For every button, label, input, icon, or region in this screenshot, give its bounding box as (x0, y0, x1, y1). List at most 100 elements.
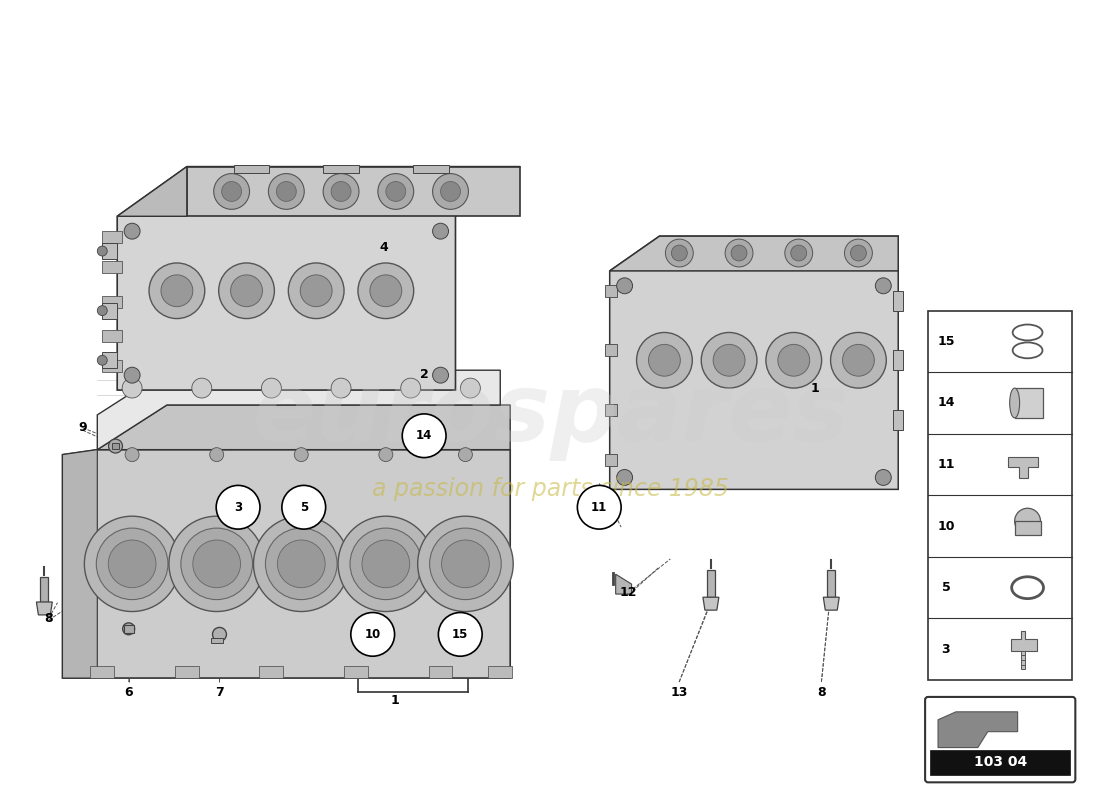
Text: 8: 8 (44, 612, 53, 625)
Text: 13: 13 (671, 686, 688, 699)
Circle shape (265, 528, 337, 600)
Polygon shape (187, 166, 520, 216)
Bar (123, 625, 133, 633)
Bar (102, 261, 122, 273)
Circle shape (222, 182, 242, 202)
Circle shape (378, 174, 414, 210)
Polygon shape (893, 290, 903, 310)
Text: 14: 14 (937, 397, 955, 410)
Circle shape (439, 613, 482, 656)
Polygon shape (616, 574, 631, 594)
Polygon shape (1014, 388, 1043, 418)
Circle shape (109, 439, 122, 453)
Circle shape (300, 275, 332, 306)
Circle shape (362, 540, 409, 588)
Text: 5: 5 (942, 581, 950, 594)
Circle shape (212, 627, 227, 642)
Polygon shape (893, 350, 903, 370)
Circle shape (262, 378, 282, 398)
Circle shape (843, 344, 874, 376)
Bar (102, 360, 122, 372)
Text: 10: 10 (364, 628, 381, 641)
Bar (90, 666, 114, 678)
Polygon shape (118, 166, 187, 216)
Text: 9: 9 (78, 422, 87, 434)
FancyBboxPatch shape (925, 697, 1076, 782)
Circle shape (725, 239, 754, 267)
Circle shape (1014, 508, 1041, 534)
Circle shape (125, 448, 139, 462)
Bar (233, 165, 270, 173)
Text: 14: 14 (416, 430, 432, 442)
Circle shape (192, 540, 241, 588)
Circle shape (97, 355, 107, 366)
Circle shape (213, 174, 250, 210)
Circle shape (295, 448, 308, 462)
Circle shape (217, 486, 260, 529)
Text: 11: 11 (591, 501, 607, 514)
Circle shape (617, 470, 632, 486)
Ellipse shape (1010, 388, 1020, 418)
Circle shape (122, 378, 142, 398)
Polygon shape (707, 570, 715, 598)
Text: 2: 2 (420, 368, 429, 381)
Bar (1014, 521, 1041, 535)
Circle shape (169, 516, 264, 611)
Circle shape (276, 182, 296, 202)
Bar (605, 285, 617, 297)
Bar (102, 231, 122, 243)
Polygon shape (102, 352, 118, 368)
Circle shape (338, 516, 433, 611)
Circle shape (97, 246, 107, 256)
Circle shape (331, 182, 351, 202)
Text: 4: 4 (379, 241, 388, 254)
Bar (605, 404, 617, 416)
Circle shape (666, 239, 693, 267)
Bar (111, 443, 120, 449)
Circle shape (461, 378, 481, 398)
Polygon shape (827, 570, 835, 598)
Polygon shape (609, 236, 899, 271)
Text: eurospares: eurospares (251, 369, 849, 461)
Polygon shape (97, 405, 510, 450)
Text: a passion for parts since 1985: a passion for parts since 1985 (372, 478, 728, 502)
Bar (175, 666, 199, 678)
Bar (488, 666, 513, 678)
Circle shape (441, 182, 461, 202)
Bar (260, 666, 284, 678)
Polygon shape (609, 236, 899, 490)
Circle shape (713, 344, 745, 376)
Polygon shape (102, 302, 118, 318)
Circle shape (161, 275, 192, 306)
Circle shape (288, 263, 344, 318)
Circle shape (97, 528, 168, 600)
Circle shape (219, 263, 274, 318)
Circle shape (124, 223, 140, 239)
Polygon shape (97, 370, 500, 450)
Polygon shape (703, 598, 718, 610)
Text: 11: 11 (937, 458, 955, 471)
Text: 10: 10 (937, 520, 955, 533)
Polygon shape (36, 602, 53, 615)
Circle shape (441, 540, 490, 588)
Circle shape (732, 245, 747, 261)
Polygon shape (102, 243, 118, 259)
Bar (605, 344, 617, 356)
Circle shape (876, 278, 891, 294)
Polygon shape (823, 598, 839, 610)
Circle shape (277, 540, 326, 588)
Circle shape (191, 378, 211, 398)
Circle shape (430, 528, 502, 600)
Bar (605, 454, 617, 466)
Circle shape (671, 245, 688, 261)
Circle shape (649, 344, 680, 376)
Polygon shape (1011, 631, 1036, 651)
Text: 103 04: 103 04 (974, 755, 1026, 770)
Circle shape (123, 623, 134, 634)
Bar (102, 330, 122, 342)
Circle shape (85, 516, 180, 611)
Circle shape (231, 275, 263, 306)
Circle shape (108, 540, 156, 588)
Circle shape (331, 378, 351, 398)
Circle shape (778, 344, 810, 376)
